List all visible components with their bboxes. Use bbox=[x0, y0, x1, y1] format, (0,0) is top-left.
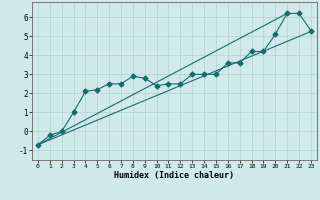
X-axis label: Humidex (Indice chaleur): Humidex (Indice chaleur) bbox=[115, 171, 234, 180]
